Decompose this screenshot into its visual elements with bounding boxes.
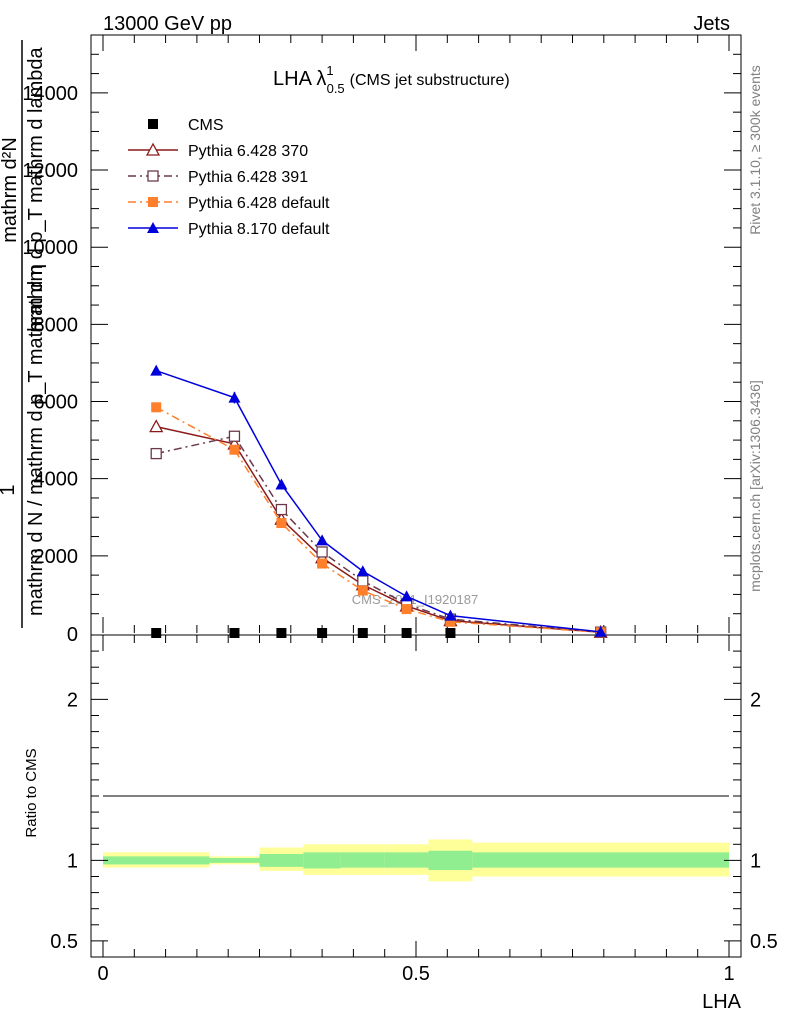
chart-title-main: LHA λ: [273, 68, 326, 90]
legend-marker: [147, 170, 159, 182]
header-left: 13000 GeV pp: [103, 13, 232, 35]
y-label-denominator: mathrm d p_T mathrm d lambda: [25, 46, 47, 332]
series-point: [151, 628, 162, 638]
y-label-one: 1: [0, 484, 19, 495]
legend-marker: [145, 142, 161, 156]
ratio-band-inner: [428, 850, 473, 871]
series-point: [229, 628, 240, 638]
ratio-bands: [103, 839, 729, 882]
main-y-tick-label: 6000: [34, 392, 79, 414]
main-y-zero-label: 0: [67, 624, 78, 646]
series-point: [401, 604, 412, 615]
ratio-y-tick-label: 1: [67, 850, 78, 872]
legend-marker: [148, 197, 158, 207]
series-point: [228, 391, 241, 403]
chart-title-suffix: (CMS jet substructure): [350, 72, 510, 89]
ratio-band-inner: [103, 856, 210, 865]
legend-entry: Pythia 6.428 default: [188, 195, 330, 212]
series-point: [151, 402, 162, 413]
chart-title-sup: 1: [326, 63, 333, 78]
series-point: [316, 546, 328, 558]
series-point: [357, 628, 368, 638]
main-y-tick-label: 2000: [34, 546, 79, 568]
chart-title-sub: 0.5: [327, 81, 345, 96]
legend-entry: Pythia 8.170 default: [188, 221, 330, 238]
main-axis-ticks: 2000 4000 6000 8000 10000 12000 14000: [22, 35, 741, 633]
series-point: [317, 558, 328, 569]
series-line: [156, 425, 601, 633]
series-0: [151, 628, 606, 638]
series-point: [150, 364, 163, 376]
series-point: [400, 590, 413, 602]
legend-entry: Pythia 6.428 391: [188, 169, 308, 186]
ratio-y-tick-label-right: 1: [750, 850, 761, 872]
series-point: [276, 518, 287, 529]
series-point: [275, 503, 288, 516]
legend-marker: [147, 222, 159, 233]
series-point: [276, 628, 287, 638]
ratio-y-tick-label-right: 2: [750, 689, 761, 711]
series-point: [275, 478, 288, 490]
main-y-tick-label: 4000: [34, 469, 79, 491]
series-point: [356, 565, 369, 577]
y-label-bottom: mathrm d N / mathrm d p_T mathrm d η: [25, 264, 47, 616]
series-point: [229, 444, 240, 455]
rivet-label: Rivet 3.1.10, ≥ 300k events: [747, 65, 763, 235]
main-y-tick-label: 8000: [34, 314, 79, 336]
main-y-tick-label: 10000: [22, 237, 78, 259]
series-point: [228, 430, 241, 442]
series-point: [317, 628, 328, 638]
series-point: [444, 609, 457, 621]
mcplots-label: mcplots.cern.ch [arXiv:1306.3436]: [747, 380, 763, 592]
main-y-tick-label: 14000: [22, 83, 78, 105]
x-tick-label: 0: [97, 963, 108, 985]
ratio-band-inner: [384, 852, 429, 868]
ratio-y-tick-label-right: 0.5: [750, 931, 778, 953]
series-point: [445, 616, 456, 627]
series-point: [445, 628, 456, 638]
series-point: [357, 575, 369, 587]
legend-marker: [148, 119, 158, 129]
ratio-band-inner: [259, 853, 304, 867]
series-point: [357, 585, 368, 596]
ratio-band-inner: [209, 857, 260, 863]
series-point: [594, 625, 607, 637]
x-axis-label: LHA: [702, 991, 742, 1013]
series-point: [150, 447, 162, 460]
series-line: [155, 406, 601, 634]
ratio-y-tick-label: 0.5: [50, 931, 78, 953]
series-point: [149, 419, 164, 433]
legend: CMS Pythia 6.428 370 Pythia 6.428 391 Pythi…: [128, 117, 330, 238]
ratio-band-inner: [303, 852, 341, 869]
legend-entry: CMS: [188, 117, 224, 134]
y-label-numerator: mathrm d²N: [0, 137, 21, 243]
ratio-band-inner: [340, 852, 385, 868]
chart-title: LHA λ1 0.5 (CMS jet substructure): [273, 63, 510, 96]
series-line: [156, 435, 601, 633]
legend-entry: Pythia 6.428 370: [188, 143, 308, 160]
series-point: [316, 534, 329, 546]
series-layer: [149, 364, 608, 638]
x-tick-label: 1: [723, 963, 734, 985]
x-tick-label: 0.5: [402, 963, 430, 985]
series-4: [150, 364, 607, 637]
series-3: [151, 402, 606, 638]
series-line: [155, 369, 601, 633]
series-point: [401, 628, 412, 638]
header-right: Jets: [693, 13, 730, 35]
ratio-axis-ticks: 0.5 0.5 1 1 2 2 0 0.5 1: [50, 635, 778, 985]
ratio-band-inner: [472, 852, 729, 868]
ratio-y-label: Ratio to CMS: [23, 748, 40, 837]
main-y-tick-label: 12000: [22, 160, 78, 182]
ratio-y-tick-label: 2: [67, 689, 78, 711]
